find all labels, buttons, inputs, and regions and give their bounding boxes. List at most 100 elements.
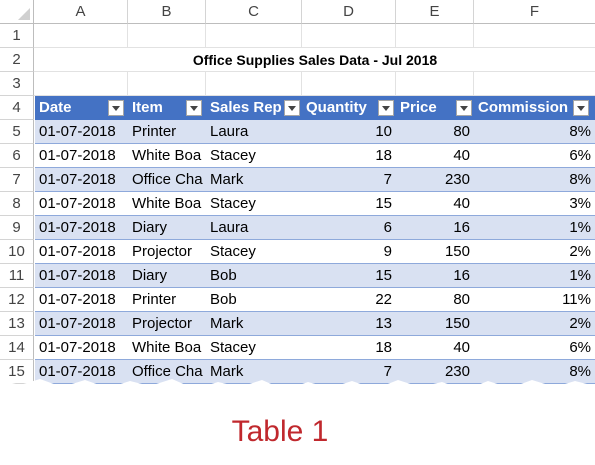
row-header-12[interactable]: 12: [0, 288, 34, 312]
cell-date[interactable]: 01-07-2018: [39, 315, 116, 332]
cell-price[interactable]: 16: [453, 219, 470, 236]
cell-price[interactable]: 40: [453, 195, 470, 212]
filter-dropdown-quantity[interactable]: [378, 100, 394, 116]
row-header-15[interactable]: 15: [0, 360, 34, 384]
cell-sales-rep[interactable]: Stacey: [210, 339, 256, 356]
cell-quantity[interactable]: 13: [375, 315, 392, 332]
cell-commission[interactable]: 8%: [569, 123, 591, 140]
cell-quantity[interactable]: 6: [383, 219, 392, 236]
cell-quantity[interactable]: 7: [383, 363, 392, 380]
cell-quantity[interactable]: 15: [375, 195, 392, 212]
cell-price[interactable]: 16: [453, 267, 470, 284]
cell-date[interactable]: 01-07-2018: [39, 171, 116, 188]
cell-sales-rep[interactable]: Laura: [210, 123, 249, 140]
cell-quantity[interactable]: 15: [375, 267, 392, 284]
cell-date[interactable]: 01-07-2018: [39, 219, 116, 236]
row-border: [35, 311, 595, 312]
cell-item[interactable]: Projector: [132, 315, 193, 332]
select-all-corner[interactable]: [0, 0, 34, 24]
cell-item[interactable]: Diary: [132, 267, 168, 284]
row-header-6[interactable]: 6: [0, 144, 34, 168]
column-header-a[interactable]: A: [34, 0, 128, 24]
cell-price[interactable]: 40: [453, 339, 470, 356]
cell-sales-rep[interactable]: Stacey: [210, 243, 256, 260]
cell-commission[interactable]: 3%: [569, 195, 591, 212]
filter-dropdown-price[interactable]: [456, 100, 472, 116]
cell-commission[interactable]: 2%: [569, 315, 591, 332]
cell-quantity[interactable]: 7: [383, 171, 392, 188]
column-header-b[interactable]: B: [128, 0, 206, 24]
row-header-14[interactable]: 14: [0, 336, 34, 360]
row-header-11[interactable]: 11: [0, 264, 34, 288]
row-header-13[interactable]: 13: [0, 312, 34, 336]
row-header-5[interactable]: 5: [0, 120, 34, 144]
cell-sales-rep[interactable]: Mark: [210, 315, 244, 332]
cell-item[interactable]: Office Cha: [132, 363, 203, 380]
cell-quantity[interactable]: 9: [383, 243, 392, 260]
row-header-10[interactable]: 10: [0, 240, 34, 264]
cell-quantity[interactable]: 18: [375, 147, 392, 164]
filter-dropdown-date[interactable]: [108, 100, 124, 116]
cell-price[interactable]: 80: [453, 291, 470, 308]
filter-dropdown-sales-rep[interactable]: [284, 100, 300, 116]
cell-item[interactable]: Office Cha: [132, 171, 203, 188]
cell-item[interactable]: White Boa: [132, 339, 202, 356]
table-row: 01-07-2018 Printer Laura 10 80 8%: [35, 120, 595, 144]
cell-price[interactable]: 230: [444, 171, 470, 188]
column-header-d[interactable]: D: [302, 0, 396, 24]
cell-item[interactable]: Diary: [132, 219, 168, 236]
cell-sales-rep[interactable]: Mark: [210, 171, 244, 188]
column-header-f[interactable]: F: [474, 0, 595, 24]
cell-price[interactable]: 150: [444, 315, 470, 332]
cell-price[interactable]: 230: [444, 363, 470, 380]
cell-date[interactable]: 01-07-2018: [39, 147, 116, 164]
cell-sales-rep[interactable]: Laura: [210, 219, 249, 236]
cell-sales-rep[interactable]: Bob: [210, 267, 237, 284]
row-header-2[interactable]: 2: [0, 48, 34, 72]
cell-date[interactable]: 01-07-2018: [39, 123, 116, 140]
cell-sales-rep[interactable]: Stacey: [210, 195, 256, 212]
cell-price[interactable]: 40: [453, 147, 470, 164]
cell-item[interactable]: Printer: [132, 291, 177, 308]
row-header-3[interactable]: 3: [0, 72, 34, 96]
cell-date[interactable]: 01-07-2018: [39, 195, 116, 212]
cell-item[interactable]: Projector: [132, 243, 193, 260]
cell-sales-rep[interactable]: Stacey: [210, 147, 256, 164]
row-header-4[interactable]: 4: [0, 96, 34, 120]
cell-sales-rep[interactable]: Mark: [210, 363, 244, 380]
cell-commission[interactable]: 6%: [569, 339, 591, 356]
cell-commission[interactable]: 6%: [569, 147, 591, 164]
row-border: [35, 167, 595, 168]
cell-date[interactable]: 01-07-2018: [39, 363, 116, 380]
column-header-e[interactable]: E: [396, 0, 474, 24]
row-header-8[interactable]: 8: [0, 192, 34, 216]
gridline: [473, 24, 474, 48]
cell-date[interactable]: 01-07-2018: [39, 339, 116, 356]
cell-commission[interactable]: 1%: [569, 219, 591, 236]
filter-dropdown-item[interactable]: [186, 100, 202, 116]
cell-date[interactable]: 01-07-2018: [39, 267, 116, 284]
cell-date[interactable]: 01-07-2018: [39, 291, 116, 308]
header-commission: Commission: [478, 99, 569, 116]
cell-commission[interactable]: 2%: [569, 243, 591, 260]
row-header-9[interactable]: 9: [0, 216, 34, 240]
row-header-1[interactable]: 1: [0, 24, 34, 48]
cell-item[interactable]: White Boa: [132, 147, 202, 164]
column-header-c[interactable]: C: [206, 0, 302, 24]
row-header-7[interactable]: 7: [0, 168, 34, 192]
cell-date[interactable]: 01-07-2018: [39, 243, 116, 260]
cell-quantity[interactable]: 10: [375, 123, 392, 140]
filter-dropdown-commission[interactable]: [573, 100, 589, 116]
cell-sales-rep[interactable]: Bob: [210, 291, 237, 308]
cell-commission[interactable]: 8%: [569, 363, 591, 380]
cell-item[interactable]: White Boa: [132, 195, 202, 212]
cell-commission[interactable]: 1%: [569, 267, 591, 284]
cell-commission[interactable]: 11%: [562, 291, 591, 308]
cell-item[interactable]: Printer: [132, 123, 177, 140]
table-caption: Table 1: [231, 415, 329, 448]
cell-price[interactable]: 80: [453, 123, 470, 140]
cell-quantity[interactable]: 18: [375, 339, 392, 356]
cell-quantity[interactable]: 22: [375, 291, 392, 308]
cell-commission[interactable]: 8%: [569, 171, 591, 188]
cell-price[interactable]: 150: [444, 243, 470, 260]
